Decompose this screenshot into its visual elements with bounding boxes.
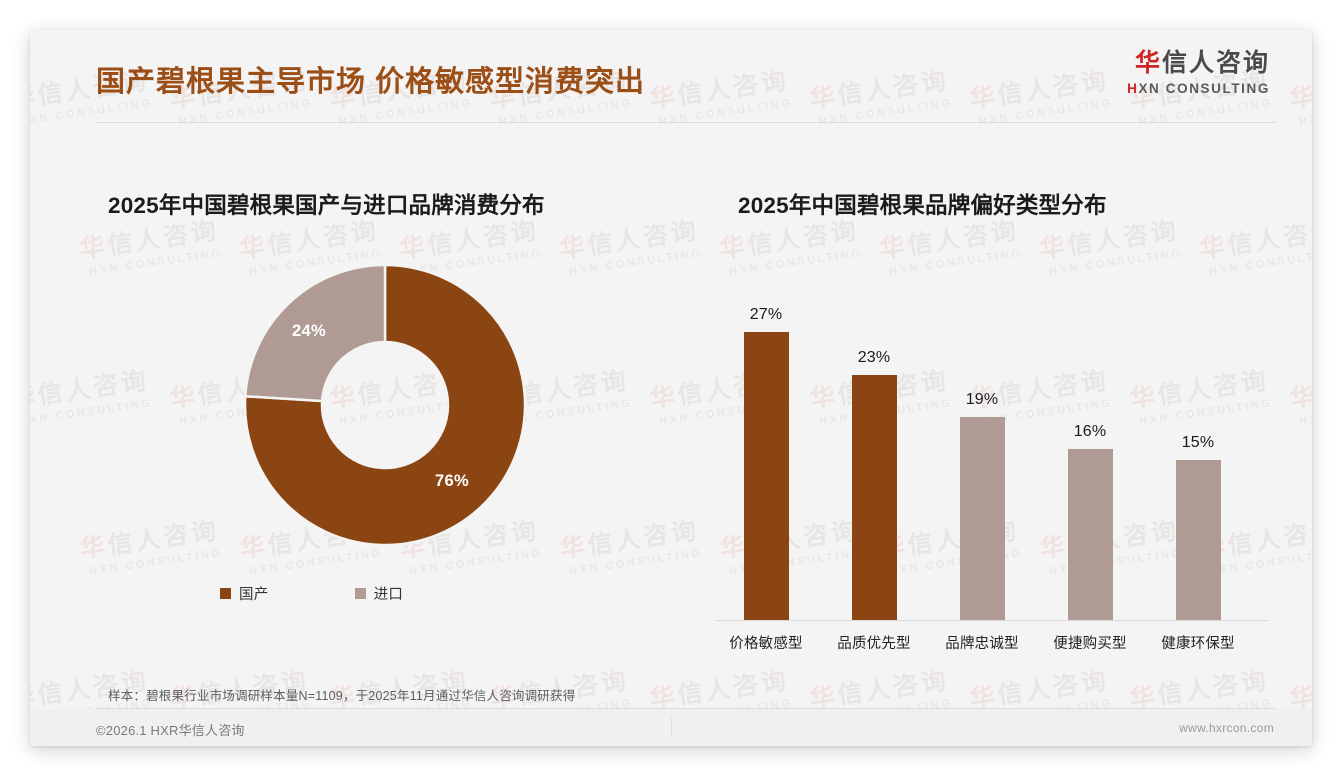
charts-area: 2025年中国碧根果国产与进口品牌消费分布 76% 24% 国产 进口 2025年… [30, 160, 1312, 670]
bar-chart-panel: 2025年中国碧根果品牌偏好类型分布 27% 价格敏感型 23% 品质优先型 19% 品牌… [690, 160, 1290, 670]
logo-chinese: 华信人咨询 [1127, 49, 1270, 78]
slide-header: 国产碧根果主导市场 价格敏感型消费突出 华信人咨询 HXN CONSULTING [30, 30, 1312, 126]
donut-legend: 国产 进口 [220, 583, 560, 604]
legend-label: 国产 [239, 587, 269, 603]
logo-english-rest: XN CONSULTING [1138, 80, 1270, 96]
bar-category-label: 品牌忠诚型 [945, 636, 1019, 652]
bar-value-label: 19% [965, 391, 999, 409]
legend-item[interactable]: 进口 [354, 583, 404, 604]
logo-chinese-rest: 信人咨询 [1161, 49, 1270, 77]
bar-chart-baseline [716, 620, 1268, 621]
company-logo: 华信人咨询 HXN CONSULTING [1127, 49, 1270, 96]
copyright-text: ©2026.1 HXR华信人咨询 [96, 723, 245, 738]
bar-chart-title: 2025年中国碧根果品牌偏好类型分布 [738, 193, 1107, 218]
slide: 华信人咨询 HXN CONSULTING 华信人咨询 HXN CONSULTING 华信… [30, 30, 1312, 746]
donut-chart-panel: 2025年中国碧根果国产与进口品牌消费分布 76% 24% 国产 进口 [70, 160, 670, 670]
legend-swatch-icon [354, 588, 366, 599]
donut-value-label-imported: 24% [292, 322, 326, 340]
donut-chart-title: 2025年中国碧根果国产与进口品牌消费分布 [108, 193, 545, 218]
footer-center-divider [671, 717, 672, 737]
bar[interactable] [744, 332, 789, 620]
donut-slice[interactable] [243, 263, 527, 547]
legend-item[interactable]: 国产 [220, 583, 269, 604]
bar[interactable] [960, 417, 1005, 620]
logo-english-accent: H [1127, 80, 1139, 96]
header-divider [96, 122, 1276, 123]
bar-category-label: 品质优先型 [837, 636, 911, 652]
bar-category-label: 便捷购买型 [1053, 636, 1127, 652]
bar[interactable] [852, 374, 897, 620]
footer-divider-line [96, 708, 1276, 709]
bar-category-label: 健康环保型 [1161, 636, 1235, 652]
bar-value-label: 23% [857, 348, 891, 366]
donut-chart: 76% 24% [240, 260, 530, 550]
donut-slice[interactable] [243, 263, 387, 403]
slide-footer: ©2026.1 HXR华信人咨询 www.hxrcon.com [30, 709, 1312, 746]
donut-svg [243, 263, 527, 547]
sample-footnote: 样本：碧根果行业市场调研样本量N=1109，于2025年11月通过华信人咨询调研… [108, 689, 576, 703]
bar-value-label: 16% [1073, 423, 1107, 441]
logo-english: HXN CONSULTING [1127, 81, 1270, 96]
bar-chart: 27% 价格敏感型 23% 品质优先型 19% 品牌忠诚型 16% 便捷购买型 15% 健康环保型 [708, 250, 1278, 670]
legend-swatch-icon [220, 588, 231, 599]
bar-category-label: 价格敏感型 [729, 636, 803, 652]
bar-value-label: 27% [749, 306, 783, 323]
page-title: 国产碧根果主导市场 价格敏感型消费突出 [96, 66, 646, 98]
bar-value-label: 15% [1181, 434, 1215, 451]
bar[interactable] [1068, 449, 1113, 620]
bar[interactable] [1176, 460, 1221, 620]
legend-label: 进口 [373, 587, 404, 603]
logo-accent-char: 华 [1134, 49, 1162, 77]
donut-value-label-domestic: 76% [435, 472, 469, 490]
website-text: www.hxrcon.com [1179, 721, 1274, 735]
